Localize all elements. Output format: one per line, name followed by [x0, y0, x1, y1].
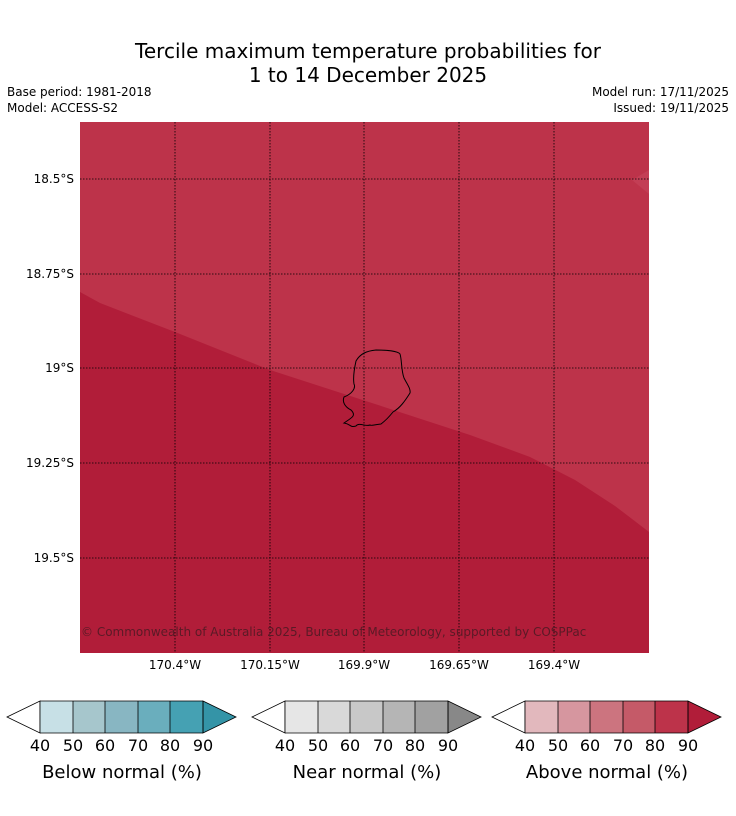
- lon-label-170-15: 170.15°W: [240, 658, 300, 672]
- lat-label-19: 19°S: [45, 361, 74, 375]
- tick-label: 60: [339, 736, 361, 755]
- colorbar-below-70: [138, 701, 170, 733]
- colorbar-above-max-arrow: [687, 700, 722, 734]
- tick-label: 90: [192, 736, 214, 755]
- lon-label-169-4: 169.4°W: [527, 658, 581, 672]
- lighter-corner-patch: [632, 170, 649, 194]
- colorbar-below-normal: [6, 700, 238, 736]
- tick-label: 80: [159, 736, 181, 755]
- colorbar-below-max-arrow: [202, 700, 237, 734]
- tick-label: 40: [514, 736, 536, 755]
- colorbar-above-60: [590, 701, 623, 733]
- colorbar-near-60: [350, 701, 383, 733]
- title-line-1: Tercile maximum temperature probabilitie…: [135, 39, 601, 63]
- colorbar-above-70: [623, 701, 655, 733]
- tick-label: 50: [547, 736, 569, 755]
- map-title: Tercile maximum temperature probabilitie…: [0, 39, 736, 87]
- tick-label: 50: [62, 736, 84, 755]
- colorbar-below-60: [105, 701, 138, 733]
- colorbar-near-70: [383, 701, 415, 733]
- colorbar-near-40: [285, 701, 318, 733]
- colorbar-below-swatches: [6, 700, 237, 734]
- colorbar-below-min-arrow: [6, 700, 41, 734]
- base-period: Base period: 1981-2018: [7, 85, 152, 99]
- tick-label: 90: [677, 736, 699, 755]
- issued-date: Issued: 19/11/2025: [613, 101, 729, 115]
- tick-label: 60: [94, 736, 116, 755]
- tick-label: 80: [644, 736, 666, 755]
- colorbar-near-50: [318, 701, 350, 733]
- map-canvas: [80, 122, 649, 653]
- meta-left: Base period: 1981-2018 Model: ACCESS-S2: [7, 84, 152, 116]
- colorbar-near-80: [415, 701, 448, 733]
- lon-label-169-65: 169.65°W: [429, 658, 489, 672]
- colorbar-above-50: [558, 701, 590, 733]
- colorbar-near-label: Near normal (%): [292, 762, 442, 783]
- island-coastline: [342, 349, 411, 428]
- colorbar-near-swatches: [251, 700, 482, 734]
- colorbar-above-swatches: [491, 700, 722, 734]
- lon-label-169-9: 169.9°W: [337, 658, 391, 672]
- title-line-2: 1 to 14 December 2025: [248, 63, 488, 87]
- map-panel[interactable]: [80, 122, 649, 653]
- colorbar-above-80: [655, 701, 688, 733]
- tick-label: 90: [437, 736, 459, 755]
- colorbar-near-min-arrow: [251, 700, 286, 734]
- colorbar-above-40: [525, 701, 558, 733]
- tick-label: 60: [579, 736, 601, 755]
- tick-label: 40: [274, 736, 296, 755]
- lat-label-19-5: 19.5°S: [33, 551, 74, 565]
- colorbar-below-label: Below normal (%): [42, 762, 202, 783]
- colorbar-below-80: [170, 701, 203, 733]
- tick-label: 40: [29, 736, 51, 755]
- model-run: Model run: 17/11/2025: [591, 85, 729, 99]
- tick-label: 70: [127, 736, 149, 755]
- colorbar-above-normal: [491, 700, 723, 736]
- colorbar-above-label: Above normal (%): [525, 762, 689, 783]
- lat-label-18-5: 18.5°S: [33, 172, 74, 186]
- tick-label: 80: [404, 736, 426, 755]
- graticule: [80, 122, 649, 653]
- tick-label: 70: [612, 736, 634, 755]
- lat-label-18-75: 18.75°S: [26, 267, 74, 281]
- lon-label-170-4: 170.4°W: [148, 658, 202, 672]
- model-name: Model: ACCESS-S2: [7, 101, 119, 115]
- colorbar-near-max-arrow: [447, 700, 482, 734]
- colorbar-above-min-arrow: [491, 700, 526, 734]
- copyright-notice: © Commonwealth of Australia 2025, Bureau…: [81, 625, 587, 639]
- colorbar-below-40: [40, 701, 73, 733]
- colorbar-near-normal: [251, 700, 483, 736]
- meta-right: Model run: 17/11/2025 Issued: 19/11/2025: [592, 84, 729, 116]
- above-90-region: [80, 292, 649, 653]
- colorbar-below-50: [73, 701, 105, 733]
- lat-label-19-25: 19.25°S: [26, 456, 74, 470]
- tick-label: 50: [307, 736, 329, 755]
- tick-label: 70: [372, 736, 394, 755]
